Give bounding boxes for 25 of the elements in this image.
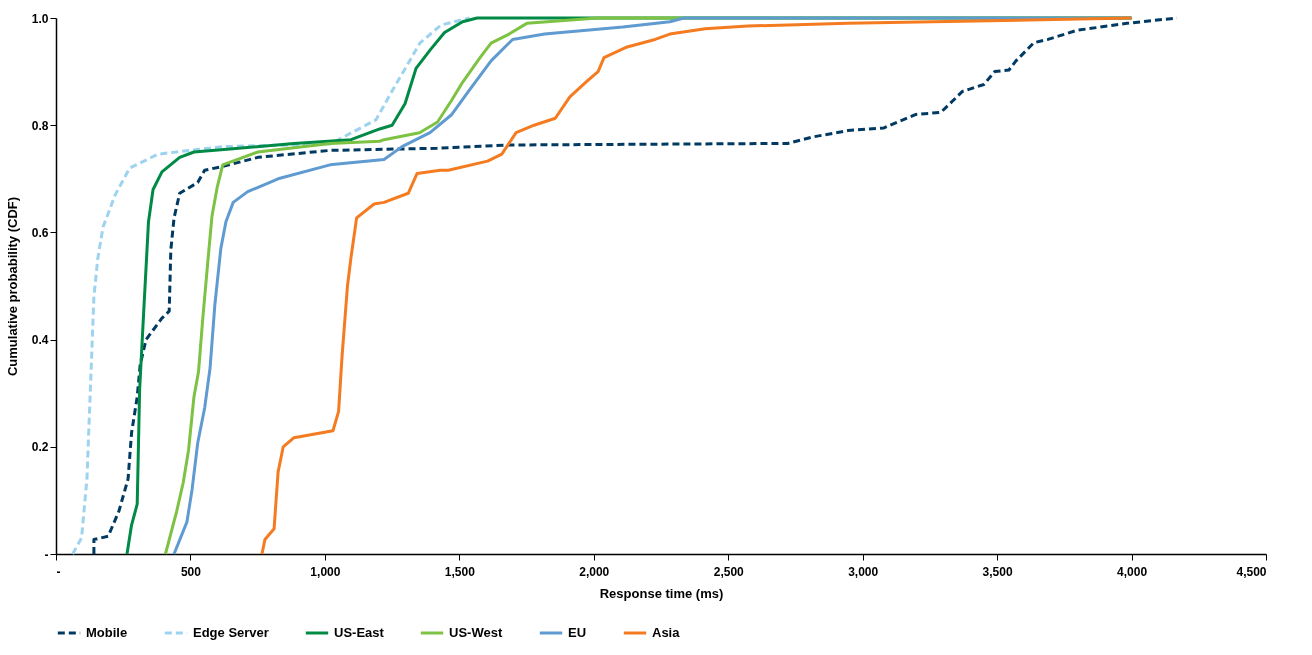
y-tick-label: 0.2 (31, 440, 49, 455)
y-tick-label: 0.4 (31, 333, 49, 348)
y-axis-title: Cumulative probability (CDF) (4, 196, 20, 377)
x-tick-label: - (56, 564, 61, 579)
legend-label: Edge Server (193, 625, 269, 640)
x-tick-label: 4,000 (1117, 564, 1148, 579)
x-tick-label: 2,500 (713, 564, 745, 579)
y-tick-label: 0.6 (31, 225, 49, 240)
legend-label: Asia (652, 625, 681, 640)
legend-label: US-West (449, 625, 503, 640)
line-series (71, 16, 472, 556)
x-tick-label: 500 (180, 564, 202, 579)
legend-label: Mobile (86, 625, 128, 640)
x-tick-label: 1,500 (444, 564, 476, 579)
x-tick-label: 4,500 (1236, 564, 1267, 579)
x-axis-title: Response time (ms) (599, 585, 724, 601)
x-tick-label: 2,000 (579, 564, 610, 579)
x-tick-label: 3,000 (848, 564, 879, 579)
y-tick-label: 1.0 (31, 11, 49, 26)
legend-label: US-East (334, 625, 385, 640)
y-tick-label: - (44, 547, 49, 562)
x-tick-label: 3,500 (982, 564, 1013, 579)
x-tick-label: 1,000 (310, 564, 341, 579)
y-tick-label: 0.8 (31, 118, 49, 133)
legend-label: EU (568, 625, 587, 640)
